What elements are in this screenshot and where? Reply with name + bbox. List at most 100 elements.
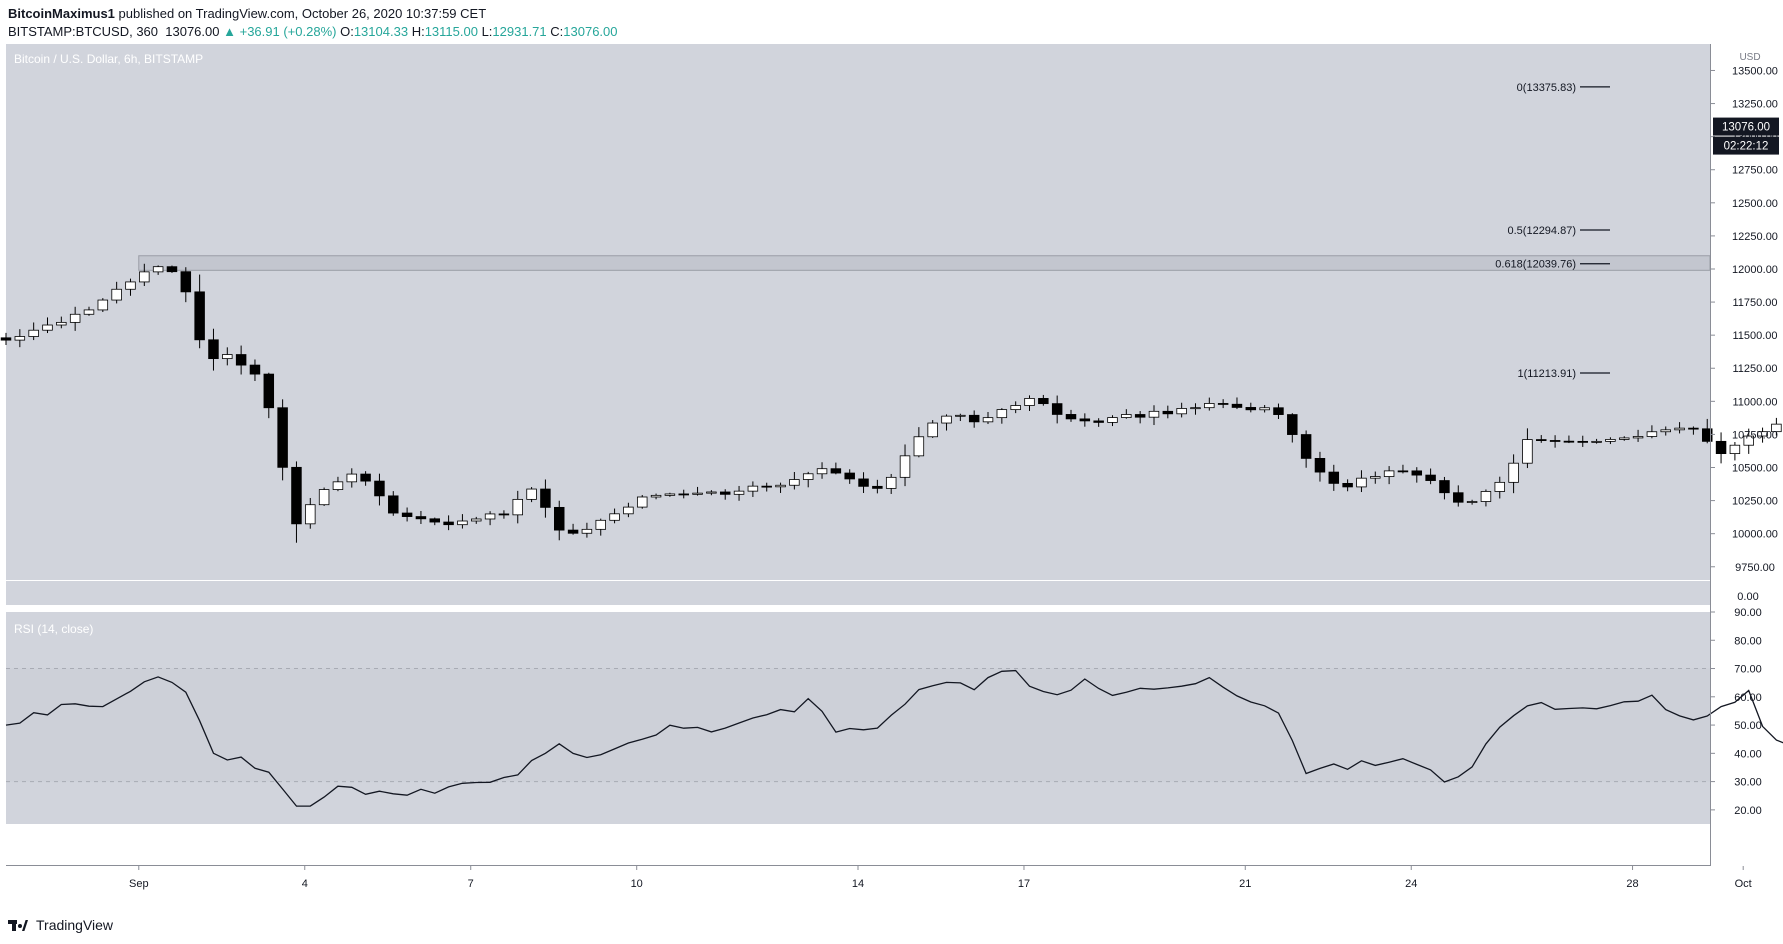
candle-down	[1162, 410, 1174, 415]
candle-up	[1674, 427, 1685, 431]
price-axis-tick-label: 12750.00	[1732, 165, 1778, 177]
candle-down	[1536, 439, 1547, 441]
high-label: H:	[411, 24, 425, 39]
candle-up	[56, 321, 67, 326]
rsi-axis-tick-label: 60.00	[1734, 692, 1762, 704]
price-axis-tick-label: 11250.00	[1732, 363, 1777, 375]
change-value: +36.91 (+0.28%)	[239, 24, 337, 39]
candle-up	[69, 313, 81, 323]
time-axis-tick-label: 14	[852, 878, 864, 890]
candle-up	[623, 506, 634, 515]
candle-down	[1701, 428, 1713, 442]
price-axis-tick-label: 12000.00	[1732, 264, 1778, 276]
rsi-axis-tick-label: 90.00	[1734, 607, 1762, 619]
candle-down	[567, 529, 579, 534]
publish-line: BitcoinMaximus1 published on TradingView…	[8, 6, 486, 21]
candle-up	[1107, 417, 1118, 423]
countdown-tag	[1713, 136, 1779, 155]
candle-up	[1591, 440, 1602, 443]
candle-up	[1024, 398, 1035, 406]
price-pane-title: Bitcoin / U.S. Dollar, 6h, BITSTAMP	[14, 52, 203, 66]
time-axis-tick-label: 17	[1018, 878, 1030, 890]
candle-up	[650, 494, 662, 498]
candle-up	[1383, 470, 1395, 477]
low-value: 12931.71	[492, 24, 547, 39]
candle-up	[139, 271, 150, 283]
candle-up	[1757, 431, 1768, 437]
candle-down	[1065, 414, 1077, 420]
candle-up	[471, 518, 482, 522]
candle-up	[42, 324, 53, 331]
candle-up	[1176, 408, 1187, 415]
candle-up	[14, 336, 26, 341]
candle-down	[429, 518, 441, 523]
chart-header: BitcoinMaximus1 published on TradingView…	[0, 0, 1783, 44]
rsi-axis-tick-label: 70.00	[1734, 664, 1762, 676]
candle-down	[1425, 474, 1436, 481]
candle-up	[595, 519, 606, 530]
candle-down	[1715, 440, 1727, 455]
candle-up	[1204, 403, 1215, 409]
footer-brand-name: TradingView	[36, 917, 114, 933]
candle-down	[388, 495, 399, 514]
candle-down	[263, 373, 275, 409]
candle-down	[554, 506, 565, 531]
candle-up	[1743, 435, 1754, 446]
candle-down	[678, 493, 689, 496]
candle-down	[208, 339, 219, 360]
countdown-tag-value: 02:22:12	[1724, 141, 1769, 153]
rsi-band	[6, 668, 1710, 782]
candle-down	[166, 266, 178, 273]
time-axis-tick-label: 4	[302, 878, 308, 890]
candle-up	[332, 481, 344, 490]
footer-brand[interactable]: TradingView	[8, 914, 113, 936]
tradingview-logo-icon	[8, 918, 30, 932]
candle-up	[318, 489, 330, 506]
rsi-axis-tick-label: 80.00	[1734, 635, 1762, 647]
candle-up	[222, 354, 233, 360]
candle-down	[1287, 414, 1298, 435]
close-value: 13076.00	[563, 24, 618, 39]
candle-up	[1259, 407, 1270, 411]
price-axis-tick-label: 10500.00	[1732, 463, 1778, 475]
price-pane[interactable]	[6, 44, 1710, 580]
candle-down	[415, 516, 427, 520]
candle-down	[858, 478, 869, 487]
ohlc-line: BITSTAMP:BTCUSD, 360 13076.00 ▲ +36.91 (…	[8, 24, 618, 39]
candle-up	[664, 493, 676, 496]
candle-up	[1646, 431, 1658, 437]
candle-down	[180, 271, 192, 293]
candle-down	[844, 472, 855, 480]
last-price-value: 13076.00	[165, 24, 220, 39]
candle-down	[872, 485, 883, 489]
candle-down	[1439, 480, 1450, 494]
candle-up	[1522, 439, 1533, 464]
candle-down	[1328, 471, 1340, 484]
candle-down	[360, 473, 371, 482]
symbol-label: BITSTAMP:BTCUSD, 360	[8, 24, 159, 39]
candle-up	[1370, 476, 1381, 479]
price-axis-tick-label: 11750.00	[1732, 297, 1777, 309]
high-value: 13115.00	[424, 24, 478, 39]
candle-down	[401, 512, 413, 517]
candle-up	[816, 468, 828, 475]
candle-down	[1549, 440, 1561, 442]
price-axis-tick-label: 13250.00	[1732, 99, 1778, 111]
author-name[interactable]: BitcoinMaximus1	[8, 6, 115, 21]
rsi-axis[interactable]: 20.00 30.00 40.00 50.00 60.00 70.00 80.00 90.00	[1710, 607, 1762, 817]
rsi-axis-tick-label: 50.00	[1734, 720, 1762, 732]
candle-down	[0, 337, 12, 341]
fib-level-label: 1(11213.91)	[1517, 368, 1576, 380]
price-axis-tick-label: 10000.00	[1732, 529, 1778, 541]
candle-up	[457, 520, 468, 526]
candle-down	[277, 407, 288, 468]
candle-up	[581, 528, 593, 534]
time-axis[interactable]: Sep47101417212428Oct58121519222629	[129, 866, 1783, 890]
chart-canvas[interactable]: 0(13375.83) 0.5(12294.87) 0.618(12039.76) 1…	[0, 44, 1783, 910]
candle-up	[996, 409, 1008, 419]
candle-down	[1231, 403, 1243, 408]
candle-up	[1605, 438, 1616, 442]
candle-down	[761, 485, 772, 488]
price-axis[interactable]: 9750.00 10000.00 10250.00 10500.00 10750.00 1…	[1710, 65, 1778, 574]
candle-up	[1480, 491, 1492, 502]
